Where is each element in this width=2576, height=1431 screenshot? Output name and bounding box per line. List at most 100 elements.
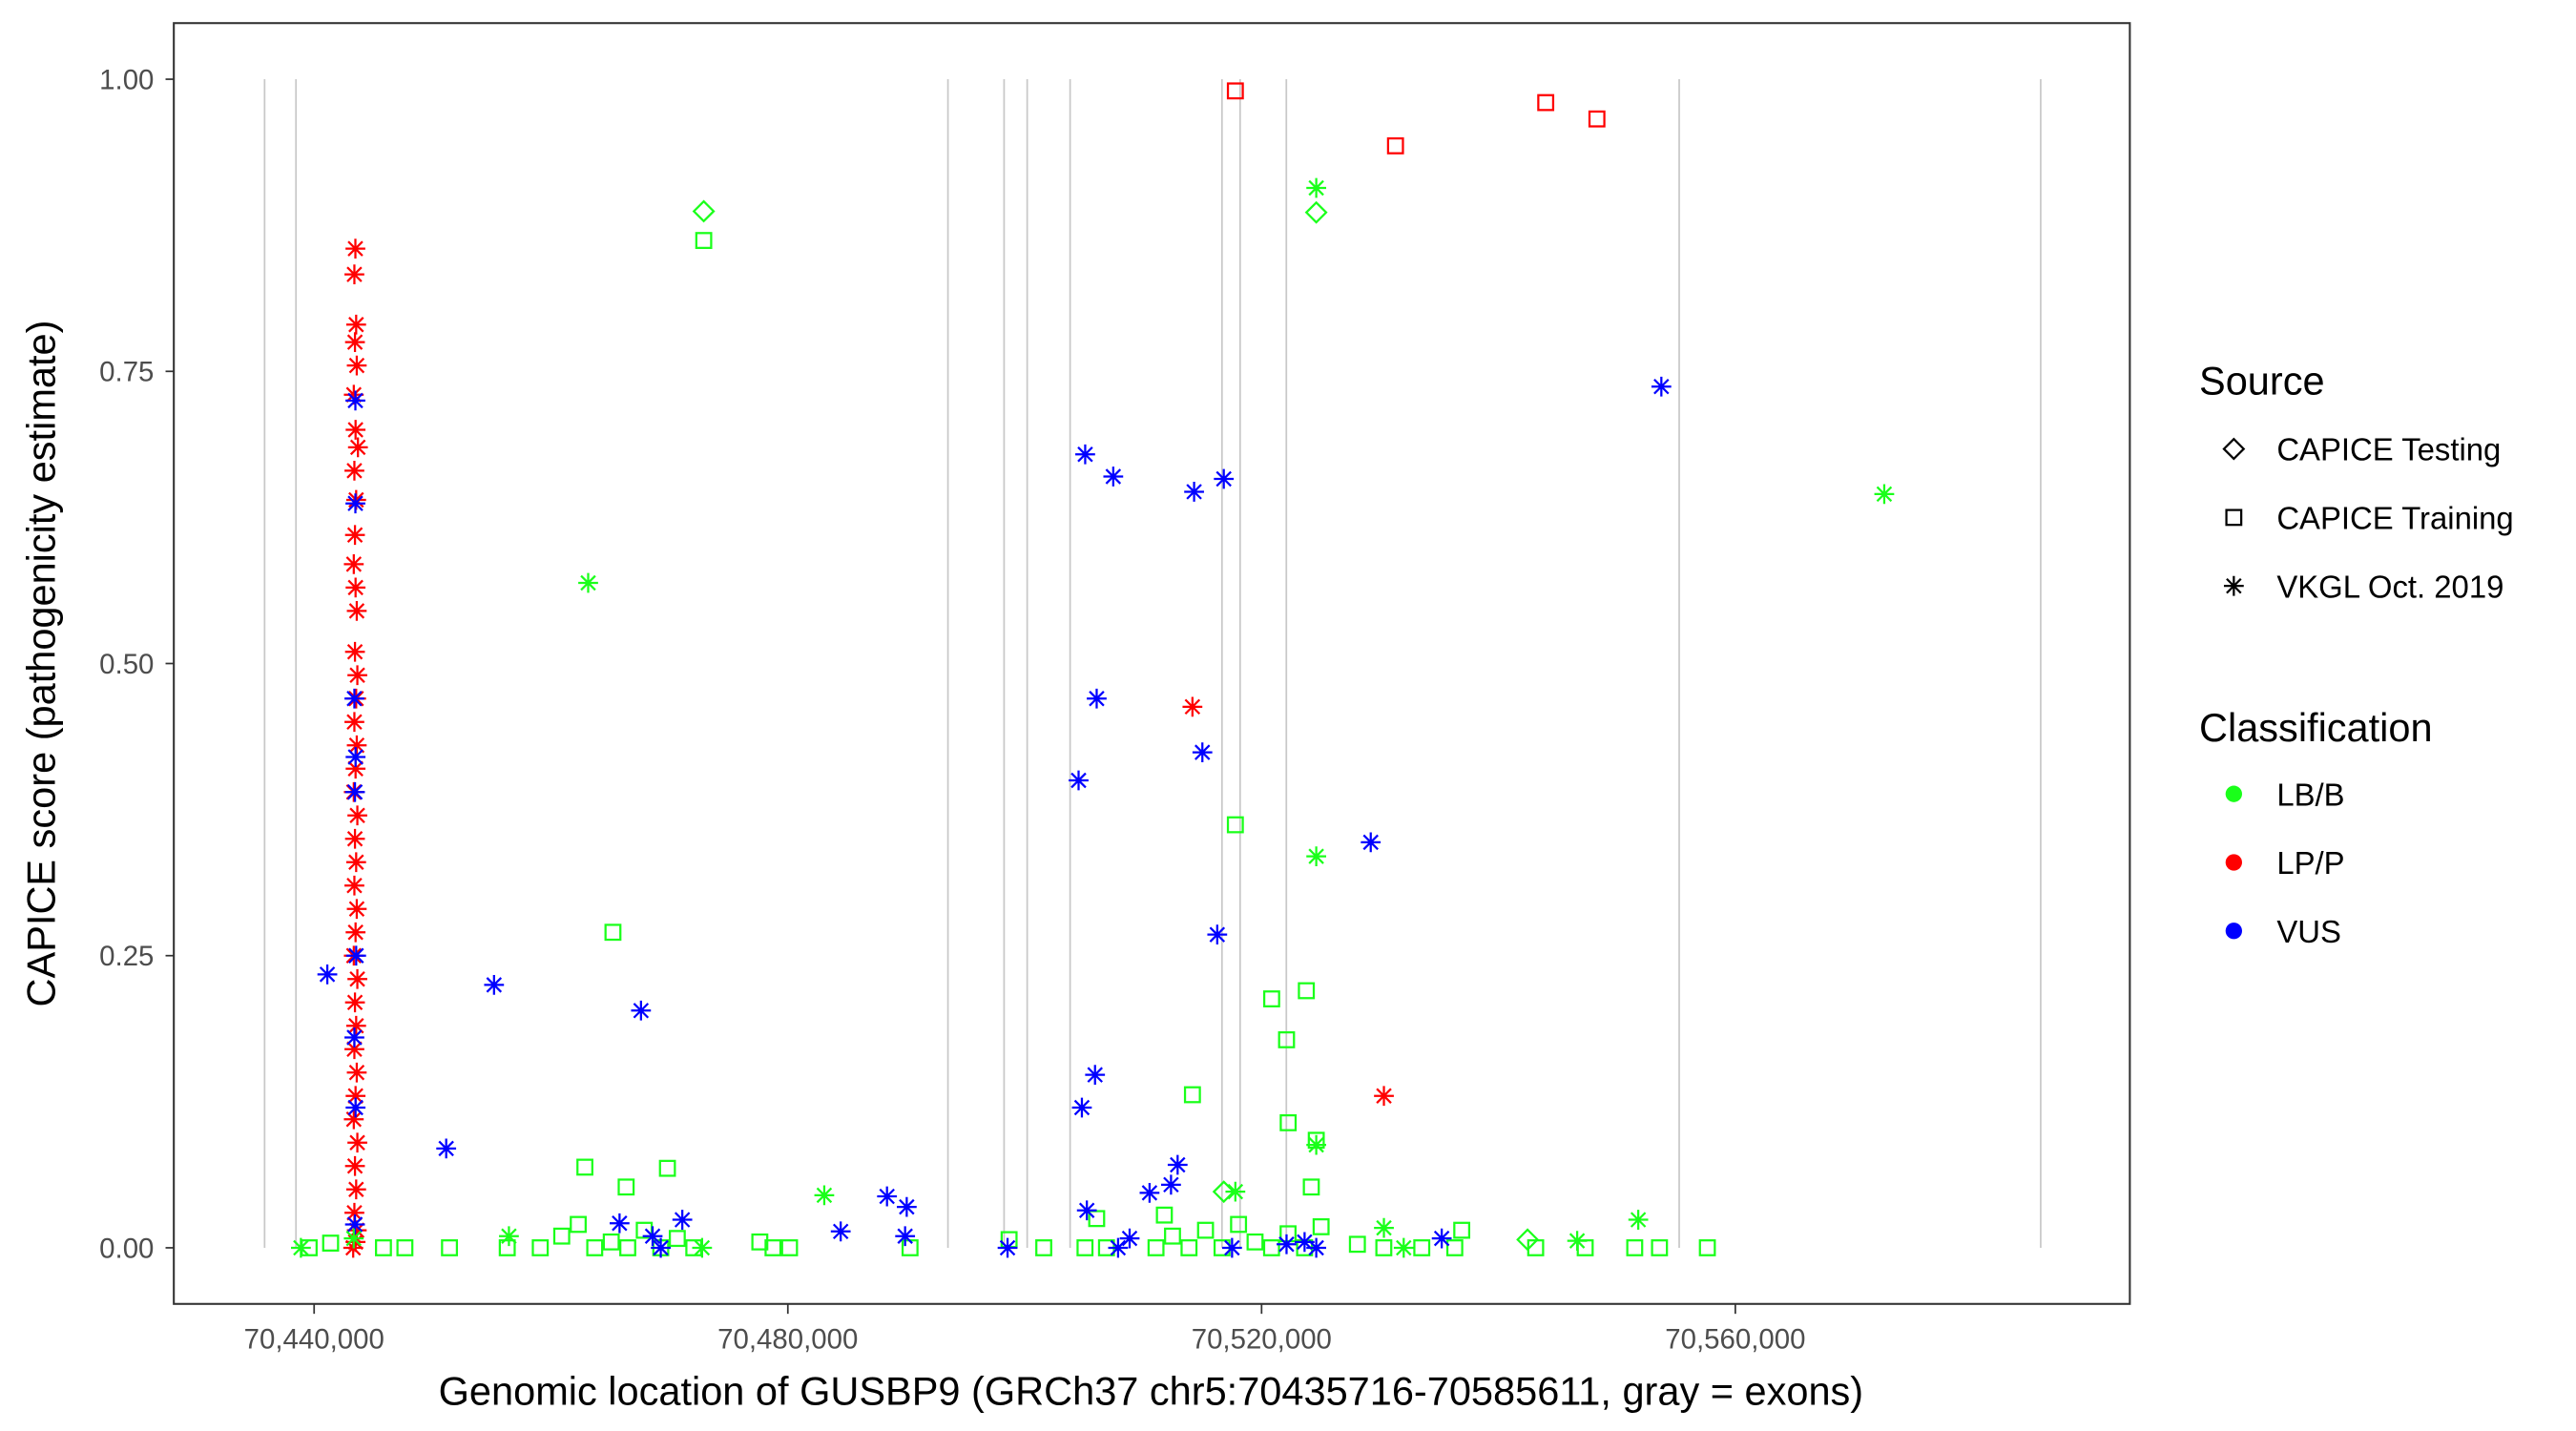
- asterisk-marker: [345, 945, 366, 966]
- data-point: [1180, 1239, 1198, 1256]
- y-tick-label: 0.75: [99, 357, 154, 388]
- data-point: [345, 758, 366, 779]
- legend-training-label: CAPICE Training: [2276, 500, 2513, 535]
- data-point: [346, 735, 367, 756]
- asterisk-marker: [291, 1237, 311, 1258]
- data-point: [322, 1234, 340, 1252]
- asterisk-marker: [344, 525, 365, 546]
- asterisk-marker: [1567, 1231, 1588, 1251]
- data-point: [345, 1179, 366, 1200]
- asterisk-marker: [345, 1179, 366, 1200]
- data-point: [1651, 376, 1672, 397]
- square-marker: [1035, 1239, 1052, 1256]
- asterisk-marker: [997, 1237, 1018, 1258]
- square-marker: [1230, 1215, 1248, 1234]
- square-marker: [1246, 1233, 1264, 1251]
- data-point: [1221, 1237, 1242, 1258]
- asterisk-marker: [345, 922, 366, 943]
- square-marker: [1076, 1239, 1094, 1256]
- data-point: [343, 1109, 364, 1130]
- data-point: [344, 461, 364, 481]
- data-point: [609, 1213, 630, 1234]
- asterisk-marker: [1221, 1237, 1242, 1258]
- asterisk-marker: [1119, 1228, 1140, 1249]
- data-point: [1386, 136, 1404, 155]
- asterisk-marker: [672, 1210, 693, 1230]
- square-marker: [1298, 982, 1316, 1000]
- legend-class-dot-icon: [2225, 785, 2242, 802]
- data-point: [345, 493, 365, 514]
- data-point: [345, 922, 366, 943]
- data-point: [436, 1138, 457, 1159]
- asterisk-marker: [896, 1196, 917, 1217]
- asterisk-marker: [1087, 688, 1107, 709]
- square-marker: [1262, 1239, 1280, 1256]
- square-marker: [2225, 508, 2243, 527]
- y-axis-title: CAPICE score (pathogenicity estimate): [19, 321, 64, 1007]
- asterisk-marker: [347, 968, 367, 989]
- square-marker: [1164, 1227, 1181, 1245]
- square-marker: [1262, 990, 1280, 1007]
- data-point: [345, 1097, 366, 1118]
- data-point: [1294, 1232, 1315, 1253]
- data-point: [499, 1226, 519, 1247]
- asterisk-marker: [344, 992, 365, 1013]
- asterisk-marker: [484, 974, 505, 995]
- asterisk-marker: [345, 1232, 366, 1253]
- square-marker: [1375, 1239, 1393, 1256]
- asterisk-marker: [345, 1015, 366, 1036]
- asterisk-marker: [345, 577, 366, 598]
- data-point: [344, 875, 364, 896]
- data-point: [343, 554, 364, 574]
- asterisk-marker: [2223, 575, 2244, 596]
- asterisk-marker: [345, 758, 366, 779]
- asterisk-marker: [1306, 1134, 1326, 1155]
- data-point: [1374, 1217, 1394, 1238]
- asterisk-marker: [651, 1237, 671, 1258]
- square-marker: [1698, 1239, 1716, 1256]
- data-point: [344, 1214, 365, 1234]
- data-point: [484, 974, 505, 995]
- y-tick-label: 0.50: [99, 649, 154, 680]
- asterisk-marker: [830, 1221, 851, 1242]
- data-point: [346, 355, 367, 376]
- asterisk-marker: [346, 601, 367, 621]
- diamond-marker: [2222, 437, 2246, 461]
- asterisk-marker: [1874, 484, 1895, 505]
- asterisk-marker: [343, 384, 364, 405]
- data-point: [344, 992, 365, 1013]
- data-point: [1207, 924, 1228, 945]
- data-point: [1262, 990, 1280, 1007]
- data-point: [552, 1227, 571, 1245]
- square-marker: [1302, 1178, 1320, 1196]
- data-point: [346, 1062, 367, 1083]
- data-point: [780, 1239, 799, 1256]
- legend-class-dot-icon: [2225, 923, 2242, 940]
- legend-class-label: LB/B: [2276, 777, 2344, 812]
- data-point: [347, 805, 367, 826]
- data-point: [345, 747, 366, 767]
- data-point: [344, 1155, 365, 1176]
- asterisk-marker: [1225, 1181, 1246, 1202]
- asterisk-marker: [344, 1155, 365, 1176]
- legend-source-title: Source: [2199, 358, 2325, 403]
- asterisk-marker: [344, 875, 364, 896]
- data-point: [345, 1015, 366, 1036]
- data-point: [345, 852, 366, 873]
- data-point: [1312, 1217, 1330, 1235]
- asterisk-marker: [1167, 1154, 1188, 1175]
- square-marker: [1279, 1225, 1297, 1243]
- data-point: [1139, 1183, 1160, 1203]
- data-point: [1119, 1228, 1140, 1249]
- asterisk-marker: [895, 1226, 916, 1247]
- asterisk-marker: [345, 314, 366, 335]
- data-point: [344, 688, 364, 709]
- asterisk-marker: [1361, 832, 1381, 853]
- square-marker: [1348, 1235, 1366, 1254]
- asterisk-marker: [814, 1185, 835, 1206]
- square-marker: [751, 1233, 769, 1251]
- data-point: [344, 1027, 364, 1047]
- data-point: [1212, 1180, 1236, 1204]
- data-point: [997, 1237, 1018, 1258]
